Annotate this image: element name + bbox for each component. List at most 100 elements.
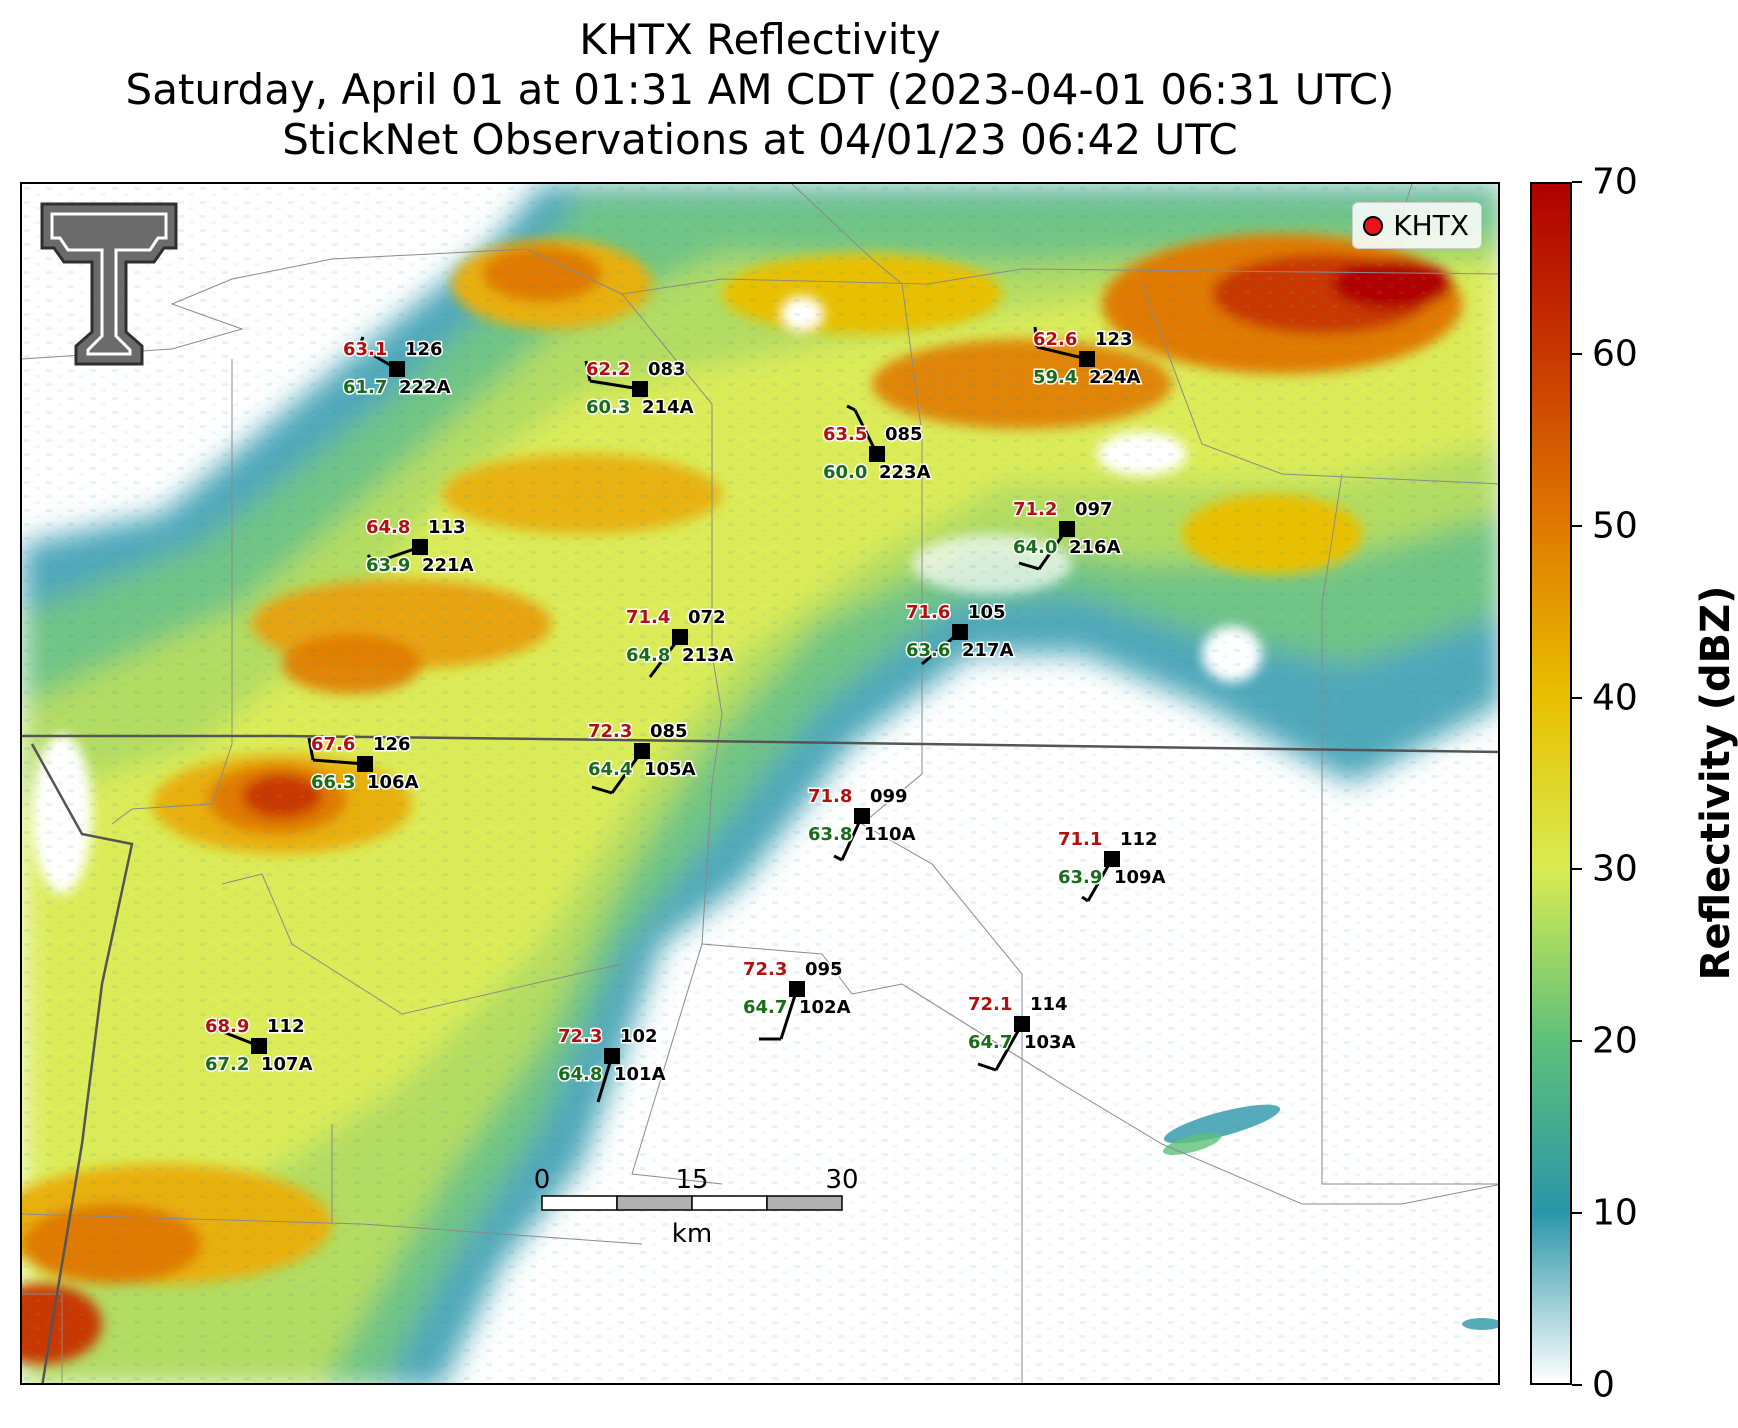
station-marker: [869, 446, 885, 462]
station-marker: [1079, 351, 1095, 367]
station-marker: [251, 1038, 267, 1054]
colorbar-tick-label: 50: [1592, 505, 1638, 547]
station-plot[interactable]: 63.1 126 61.7 222A: [342, 336, 452, 400]
station-temperature: 71.4: [626, 607, 670, 628]
wind-barb: [1081, 895, 1089, 903]
station-plot[interactable]: 71.4 072 64.8 213A: [625, 606, 735, 678]
radar-map[interactable]: 0 15 30 km 63.1 126 61.7 222A 62.2 083 60.3 214…: [20, 182, 1500, 1385]
wind-barb: [211, 1019, 221, 1029]
scale-unit-label: km: [672, 1219, 712, 1249]
station-plot[interactable]: 71.1 112 63.9 109A: [1057, 828, 1167, 903]
station-plot[interactable]: 68.9 112 67.2 107A: [204, 1015, 315, 1077]
station-marker: [854, 808, 870, 824]
chart-title: KHTX Reflectivity: [579, 15, 941, 64]
wind-barb: [366, 554, 376, 564]
station-dewpoint: 64.7: [968, 1032, 1012, 1053]
station-dewpoint: 64.0: [1013, 537, 1057, 558]
county-boundaries: [22, 184, 1498, 1383]
colorbar-tick-mark: [1572, 352, 1582, 355]
station-id: 224A: [1089, 367, 1141, 388]
station-id: 214A: [642, 397, 694, 418]
station-wind-direction: 126: [405, 339, 443, 360]
station-temperature: 72.1: [968, 994, 1012, 1015]
station-wind-direction: 099: [870, 786, 908, 807]
station-wind-direction: 072: [688, 607, 726, 628]
station-dewpoint: 67.2: [205, 1054, 249, 1075]
station-plot[interactable]: 71.8 099 63.8 110A: [807, 785, 917, 862]
wind-barb: [1036, 345, 1088, 361]
station-id: 110A: [864, 824, 916, 845]
station-plot[interactable]: 72.3 085 64.4 105A: [587, 720, 697, 795]
station-plot[interactable]: 72.3 102 64.8 101A: [557, 1025, 667, 1103]
wind-barb: [589, 379, 641, 391]
station-dewpoint: 66.3: [311, 772, 355, 793]
station-wind-direction: 102: [620, 1026, 658, 1047]
station-wind-direction: 126: [373, 734, 411, 755]
station-id: 222A: [399, 377, 451, 398]
station-dewpoint: 64.4: [588, 759, 632, 780]
station-marker: [1059, 521, 1075, 537]
station-temperature: 68.9: [205, 1016, 249, 1037]
wind-barb: [312, 758, 366, 766]
station-marker: [632, 381, 648, 397]
chart-subtitle-datetime: Saturday, April 01 at 01:31 AM CDT (2023…: [125, 65, 1395, 114]
scale-bar: 0 15 30 km: [534, 1165, 859, 1249]
station-wind-direction: 085: [885, 424, 923, 445]
station-id: 109A: [1114, 867, 1166, 888]
station-wind-direction: 095: [805, 959, 843, 980]
station-dewpoint: 60.0: [823, 462, 867, 483]
colorbar-tick-mark: [1572, 868, 1582, 871]
station-temperature: 71.1: [1058, 829, 1102, 850]
wind-barb: [357, 336, 365, 348]
station-dewpoint: 60.3: [586, 397, 630, 418]
wind-barb: [1018, 561, 1040, 571]
colorbar-title: Reflectivity (dBZ): [1693, 585, 1738, 981]
station-temperature: 71.2: [1013, 499, 1057, 520]
station-temperature: 72.3: [588, 721, 632, 742]
wind-barb: [779, 988, 799, 1040]
station-dewpoint: 61.7: [343, 377, 387, 398]
station-plot[interactable]: 64.8 113 63.9 221A: [365, 516, 476, 578]
station-plot[interactable]: 63.5 085 60.0 223A: [822, 404, 932, 485]
station-temperature: 64.8: [366, 517, 410, 538]
station-plot[interactable]: 71.6 105 63.6 217A: [905, 601, 1015, 666]
station-wind-direction: 112: [267, 1016, 305, 1037]
station-plot[interactable]: 71.2 097 64.0 216A: [1012, 498, 1122, 571]
reflectivity-colorbar: [1530, 182, 1572, 1385]
station-wind-direction: 123: [1095, 329, 1133, 350]
colorbar-tick-label: 10: [1592, 1192, 1638, 1234]
station-plot[interactable]: 72.1 114 64.7 103A: [967, 993, 1077, 1072]
colorbar-tick-label: 40: [1592, 677, 1638, 719]
station-dewpoint: 59.4: [1033, 367, 1077, 388]
station-plot[interactable]: 62.6 123 59.4 224A: [1032, 326, 1142, 390]
colorbar-tick-mark: [1572, 1212, 1582, 1215]
chart-subtitle-observations: StickNet Observations at 04/01/23 06:42 …: [282, 115, 1238, 164]
station-marker: [412, 539, 428, 555]
station-dewpoint: 64.7: [743, 997, 787, 1018]
wind-barb: [591, 785, 613, 795]
station-temperature: 72.3: [558, 1026, 602, 1047]
sticknet-stations: 63.1 126 61.7 222A 62.2 083 60.3 214A 63.5 085 60.…: [204, 326, 1167, 1103]
station-marker: [789, 981, 805, 997]
station-wind-direction: 112: [1120, 829, 1158, 850]
station-wind-direction: 085: [650, 721, 688, 742]
station-wind-direction: 113: [428, 517, 466, 538]
legend-label: KHTX: [1393, 209, 1469, 242]
station-plot[interactable]: 62.2 083 60.3 214A: [585, 358, 696, 420]
station-id: 107A: [261, 1054, 313, 1075]
station-wind-direction: 097: [1075, 499, 1113, 520]
station-plot[interactable]: 67.6 126 66.3 106A: [307, 733, 420, 795]
station-id: 216A: [1069, 537, 1121, 558]
station-id: 103A: [1024, 1032, 1076, 1053]
wind-barb: [307, 737, 315, 761]
scale-label-30: 30: [825, 1165, 858, 1195]
radar-map-canvas: 0 15 30 km 63.1 126 61.7 222A 62.2 083 60.3 214…: [22, 184, 1498, 1383]
station-temperature: 71.6: [906, 602, 950, 623]
colorbar-tick-label: 70: [1592, 161, 1638, 203]
station-temperature: 62.2: [586, 359, 630, 380]
colorbar-tick-mark: [1572, 696, 1582, 699]
station-temperature: 67.6: [311, 734, 355, 755]
station-wind-direction: 105: [968, 602, 1006, 623]
colorbar-tick-label: 60: [1592, 333, 1638, 375]
station-plot[interactable]: 72.3 095 64.7 102A: [742, 958, 852, 1041]
